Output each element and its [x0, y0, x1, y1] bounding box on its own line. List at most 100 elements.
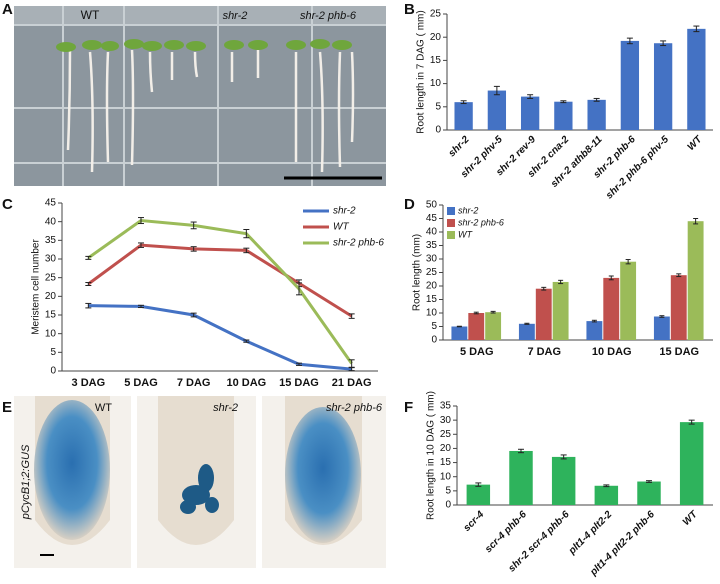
error-bar [296, 362, 302, 366]
error-bar [646, 480, 652, 483]
panel-letter: E [2, 399, 12, 416]
bar [586, 321, 603, 340]
bar [587, 99, 606, 130]
error-bar [688, 419, 695, 425]
legend-label: shr-2 phb-6 [458, 217, 504, 227]
y-tick-label: 10 [430, 78, 442, 89]
y-tick-label: 10 [440, 471, 452, 482]
error-bar [493, 85, 500, 96]
y-tick-label: 45 [45, 198, 57, 209]
y-tick-label: 15 [440, 457, 452, 468]
x-tick-label: scr-4 [462, 509, 487, 534]
y-tick-label: 50 [426, 200, 438, 211]
photo-label: shr-2 phb-6 [326, 402, 383, 414]
bar [603, 277, 620, 340]
line [88, 304, 352, 371]
x-tick-label: 15 DAG [279, 377, 319, 389]
y-tick-label: 20 [440, 443, 452, 454]
bar [687, 221, 704, 340]
y-tick-label: 35 [440, 401, 452, 412]
error-bar [456, 325, 462, 328]
x-tick-label: 10 DAG [226, 377, 266, 389]
legend-swatch [447, 219, 455, 227]
error-bar [518, 448, 524, 454]
bar [554, 101, 573, 130]
photo-label: WT [95, 402, 112, 414]
error-bar [190, 312, 197, 318]
panel-letter: B [404, 1, 415, 18]
error-bar [560, 454, 567, 460]
error-bar [608, 275, 614, 281]
bar [485, 312, 502, 340]
error-bar [138, 304, 144, 309]
bar [468, 313, 485, 340]
x-tick-label: 7 DAG [527, 346, 561, 358]
error-bar [460, 100, 467, 105]
y-tick-label: 5 [50, 347, 56, 358]
x-tick-label: 7 DAG [177, 377, 211, 389]
bar [653, 43, 673, 131]
photo-label: shr-2 phb-6 [300, 10, 357, 22]
y-tick-label: 15 [430, 55, 442, 66]
bar [620, 261, 637, 340]
x-tick-label: 15 DAG [659, 346, 699, 358]
y-tick-label: 25 [440, 429, 452, 440]
y-axis-label: Root length in 10 DAG ( mm) [426, 391, 437, 520]
bar [552, 281, 569, 340]
x-tick-label: 21 DAG [332, 377, 372, 389]
y-tick-label: 40 [426, 227, 438, 238]
error-bar [85, 282, 92, 287]
bar [520, 96, 540, 130]
y-tick-label: 30 [440, 415, 452, 426]
photo-label: shr-2 [223, 10, 248, 22]
error-bar [524, 322, 530, 325]
legend-label: shr-2 phb-6 [333, 238, 384, 249]
error-bar [296, 282, 302, 296]
y-tick-label: 25 [430, 9, 442, 20]
error-bar [593, 97, 600, 102]
y-tick-label: 35 [426, 240, 438, 251]
bar [518, 323, 535, 340]
error-bar [348, 313, 355, 319]
y-tick-label: 15 [426, 294, 438, 305]
y-tick-label: 20 [430, 32, 442, 43]
y-axis-label: Root length (mm) [412, 234, 423, 311]
y-tick-label: 25 [426, 267, 438, 278]
y-tick-label: 0 [445, 500, 451, 511]
bar [679, 422, 704, 505]
y-tick-label: 45 [426, 213, 438, 224]
y-tick-label: 5 [431, 321, 437, 332]
y-tick-label: 40 [45, 216, 57, 227]
error-bar [190, 246, 197, 252]
line [87, 243, 353, 318]
y-tick-label: 5 [435, 101, 441, 112]
y-tick-label: 35 [45, 235, 57, 246]
panel-letter: C [2, 196, 13, 213]
panel-letter: F [404, 399, 413, 416]
legend-label: shr-2 [333, 206, 356, 217]
x-tick-label: WT [686, 134, 705, 153]
bar [594, 485, 619, 505]
x-tick-label: 10 DAG [592, 346, 632, 358]
y-axis-label: Meristem cell number [31, 239, 42, 335]
bar [670, 275, 687, 340]
bar [454, 102, 473, 130]
error-bar [85, 255, 92, 260]
bar [466, 484, 491, 505]
error-bar [490, 310, 496, 314]
bar [487, 90, 507, 130]
error-bar [473, 311, 479, 315]
legend-label: shr-2 [458, 205, 478, 215]
error-bar [138, 242, 144, 248]
legend-label: WT [333, 222, 349, 233]
bar [653, 316, 670, 340]
error-bar [348, 359, 355, 368]
bar [551, 456, 576, 505]
error-bar [591, 319, 597, 323]
y-tick-label: 15 [45, 310, 57, 321]
panel-letter: A [2, 1, 13, 18]
y-tick-label: 10 [426, 308, 438, 319]
y-tick-label: 0 [431, 335, 437, 346]
bar [509, 450, 533, 505]
error-bar [676, 273, 682, 278]
